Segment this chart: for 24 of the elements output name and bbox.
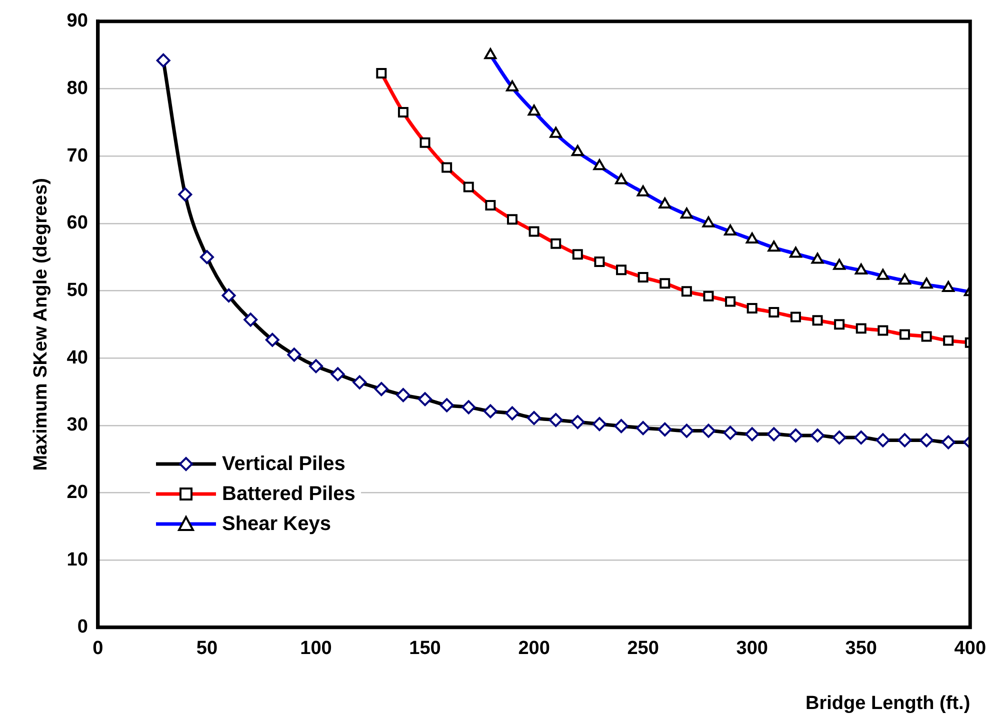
y-tick-label: 20 <box>66 482 88 503</box>
x-tick-label: 100 <box>300 638 332 660</box>
y-tick-label: 30 <box>66 414 88 436</box>
x-tick-label: 150 <box>409 638 441 660</box>
y-tick-label: 10 <box>66 549 88 570</box>
x-tick-label: 300 <box>736 638 768 660</box>
x-tick-label: 0 <box>92 638 104 660</box>
y-tick-label: 40 <box>66 347 88 368</box>
x-tick-label: 350 <box>845 638 877 660</box>
y-tick-label: 50 <box>66 280 88 301</box>
x-tick-label: 250 <box>627 638 659 660</box>
y-tick-label: 0 <box>77 616 88 638</box>
legend-label: Battered Piles <box>222 482 356 506</box>
x-tick-label: 50 <box>196 638 218 660</box>
x-axis-title: Bridge Length (ft.) <box>806 692 970 714</box>
y-tick-label: 70 <box>66 145 88 166</box>
y-tick-label: 80 <box>66 78 88 99</box>
y-axis-title: Maximum SKew Angle (degrees) <box>30 178 52 471</box>
x-tick-label: 400 <box>954 638 986 660</box>
legend-label: Shear Keys <box>222 512 331 536</box>
x-tick-label: 200 <box>518 638 550 660</box>
legend-label: Vertical Piles <box>222 452 346 476</box>
y-tick-label: 60 <box>66 212 88 234</box>
y-tick-label: 90 <box>66 10 88 32</box>
